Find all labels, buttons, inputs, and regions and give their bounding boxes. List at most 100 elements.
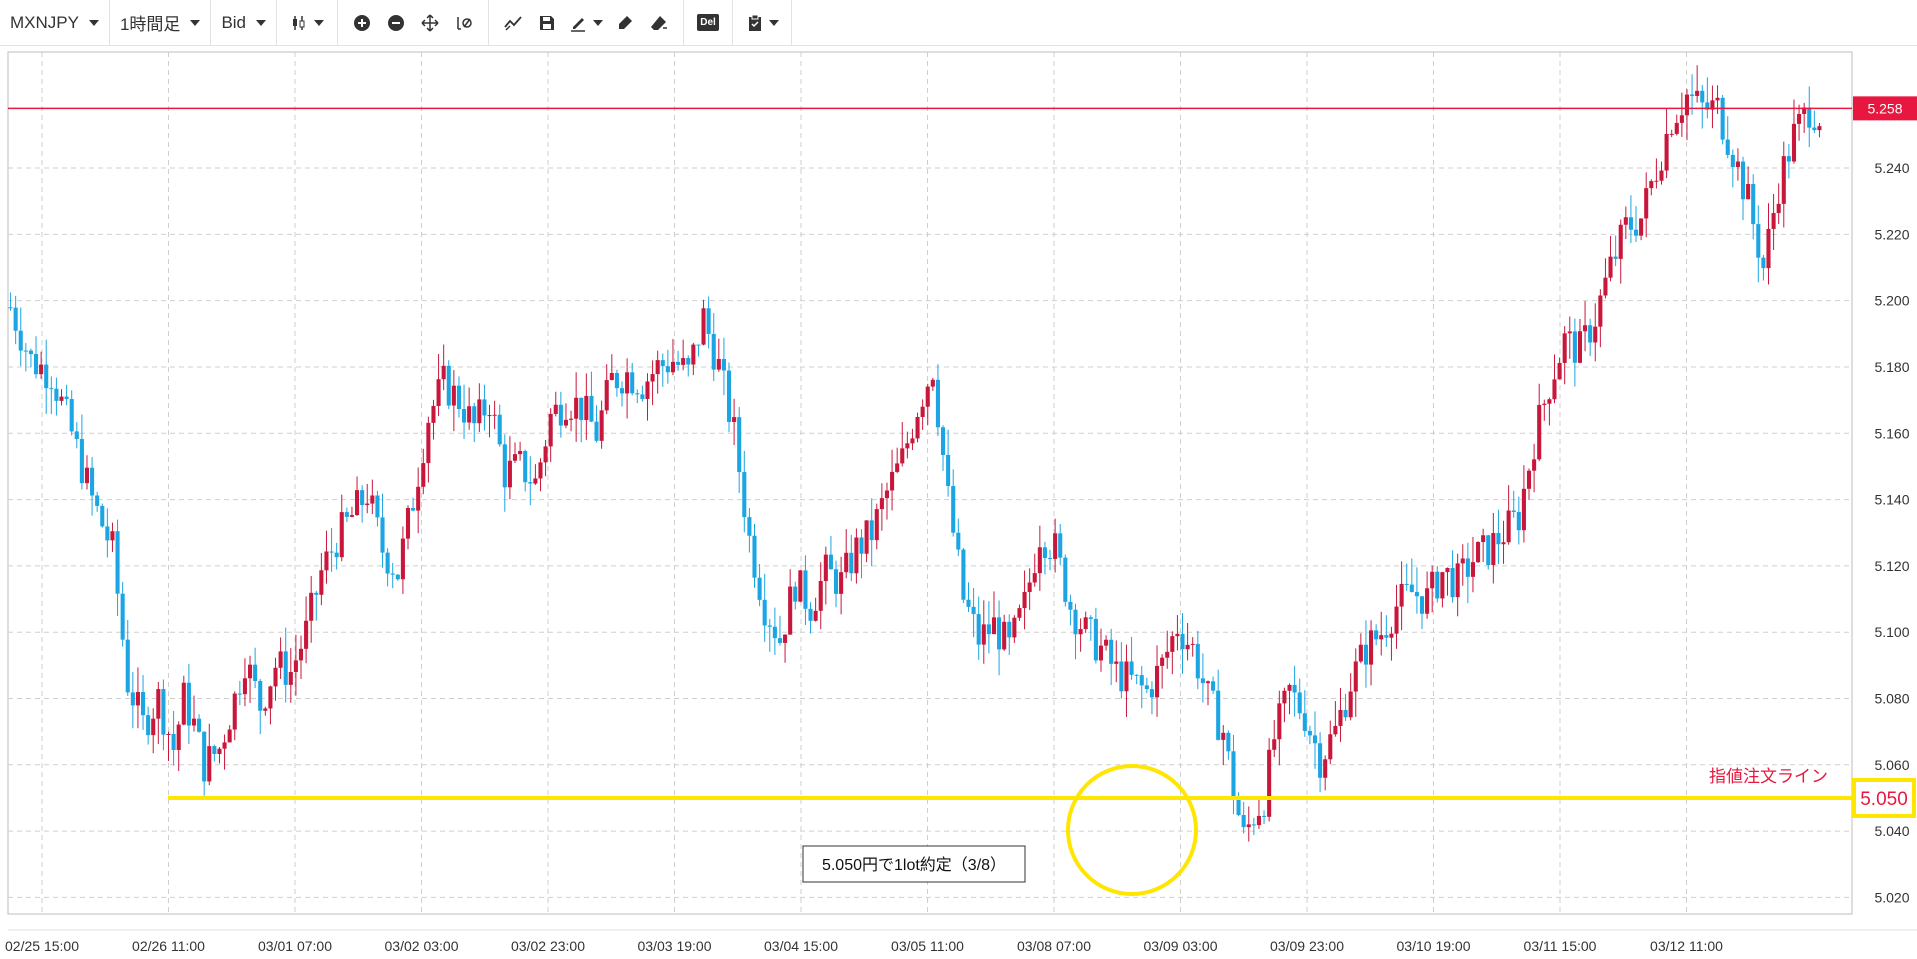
candle-type-icon[interactable] — [287, 9, 327, 37]
candle-body — [1032, 573, 1037, 583]
x-tick-label: 03/04 15:00 — [764, 938, 838, 954]
candle-body — [1526, 470, 1532, 489]
candle-body — [49, 388, 54, 390]
candle-body — [507, 460, 512, 488]
candle-body — [181, 682, 186, 725]
candle-body — [1730, 154, 1735, 168]
candle-body — [426, 422, 431, 464]
candle-body — [120, 593, 125, 640]
candle-body — [502, 444, 507, 488]
candle-body — [528, 482, 533, 484]
candle-body — [696, 344, 701, 346]
candle-body — [716, 358, 721, 370]
candle-body — [726, 370, 732, 422]
y-tick-label: 5.120 — [1874, 558, 1909, 574]
candle-body — [1720, 97, 1725, 140]
candle-body — [217, 748, 222, 754]
candle-body — [563, 419, 568, 426]
candle-body — [1348, 691, 1353, 718]
candle-body — [930, 379, 935, 387]
candle-body — [151, 718, 156, 736]
candle-body — [828, 554, 833, 570]
candle-body — [1042, 547, 1047, 559]
fill-highlight-circle — [1066, 764, 1198, 896]
candle-body — [966, 599, 971, 607]
candle-body — [925, 386, 930, 407]
delete-button-label: Del — [697, 14, 719, 31]
candle-body — [1812, 127, 1817, 131]
candle-body — [1588, 325, 1593, 343]
candle-body — [640, 394, 645, 399]
candle-body — [1154, 665, 1160, 698]
candle-body — [676, 361, 681, 365]
eraser-icon[interactable] — [645, 9, 673, 37]
candle-body — [1175, 633, 1180, 637]
zoom-out-icon[interactable] — [382, 9, 410, 37]
candle-body — [1109, 639, 1114, 664]
candle-body — [803, 570, 808, 609]
zoom-tools-group — [338, 0, 490, 45]
candle-body — [344, 512, 349, 517]
candle-body — [69, 399, 74, 432]
candle-body — [74, 431, 79, 439]
candle-body — [1333, 725, 1338, 735]
candle-body — [655, 360, 660, 375]
candle-body — [1312, 735, 1318, 744]
save-icon[interactable] — [533, 9, 561, 37]
clipboard-icon[interactable] — [743, 9, 781, 37]
candle-body — [1267, 749, 1272, 817]
candle-body — [1557, 362, 1562, 380]
order-line-caption: 指値注文ライン — [1709, 767, 1828, 786]
chart-area[interactable]: 5.020 5.040 5.060 5.080 5.100 5.120 5.140 5.160… — [0, 46, 1917, 959]
candle-body — [701, 308, 706, 345]
y-tick-label: 5.180 — [1874, 359, 1909, 375]
candle-body — [1073, 609, 1078, 635]
zoom-in-icon[interactable] — [348, 9, 376, 37]
order-price-label: 5.050 — [1860, 789, 1908, 810]
symbol-dropdown[interactable]: MXNJPY — [0, 0, 110, 45]
candle-body — [405, 507, 411, 539]
drawing-line-icon[interactable] — [499, 9, 527, 37]
candle-body — [156, 689, 161, 719]
candle-body — [1633, 229, 1639, 236]
candle-body — [242, 678, 247, 695]
x-tick-label: 02/25 15:00 — [5, 938, 79, 954]
candle-body — [1562, 333, 1567, 363]
candle-body — [1251, 824, 1256, 826]
candlestick-chart[interactable]: 5.020 5.040 5.060 5.080 5.100 5.120 5.140 5.160… — [0, 46, 1917, 959]
candle-body — [1404, 583, 1409, 585]
marker-icon[interactable] — [611, 9, 639, 37]
y-tick-label: 5.040 — [1874, 823, 1909, 839]
drawing-tools-group — [489, 0, 685, 45]
price-type-dropdown[interactable]: Bid — [211, 0, 278, 45]
move-icon[interactable] — [416, 9, 444, 37]
pen-icon[interactable] — [567, 9, 605, 37]
candle-body — [1374, 630, 1379, 640]
candle-body — [1781, 156, 1786, 204]
candle-body — [1542, 403, 1547, 405]
timeframe-dropdown[interactable]: 1時間足 — [110, 0, 212, 45]
candle-body — [8, 307, 13, 309]
candle-body — [905, 443, 910, 449]
x-axis-labels: 02/25 15:00 02/26 11:00 03/01 07:00 03/02 0… — [5, 938, 1723, 954]
candle-body — [1511, 510, 1516, 513]
candle-body — [589, 395, 594, 422]
candle-body — [380, 517, 385, 553]
candle-body — [884, 490, 890, 499]
candle-body — [400, 538, 405, 580]
candle-body — [1236, 799, 1241, 816]
candle-body — [1746, 184, 1751, 200]
candle-body — [1639, 218, 1644, 236]
indicator-icon[interactable] — [450, 9, 478, 37]
candle-body — [951, 486, 956, 533]
candle-body — [1017, 608, 1022, 618]
candle-body — [1205, 681, 1211, 684]
candle-body — [1083, 617, 1088, 630]
candle-body — [604, 380, 609, 411]
candle-body — [161, 689, 166, 735]
candle-body — [1618, 224, 1623, 259]
candle-body — [1674, 122, 1679, 134]
candle-body — [1318, 743, 1323, 778]
candle-body — [1725, 139, 1730, 155]
delete-icon[interactable]: Del — [694, 9, 722, 37]
